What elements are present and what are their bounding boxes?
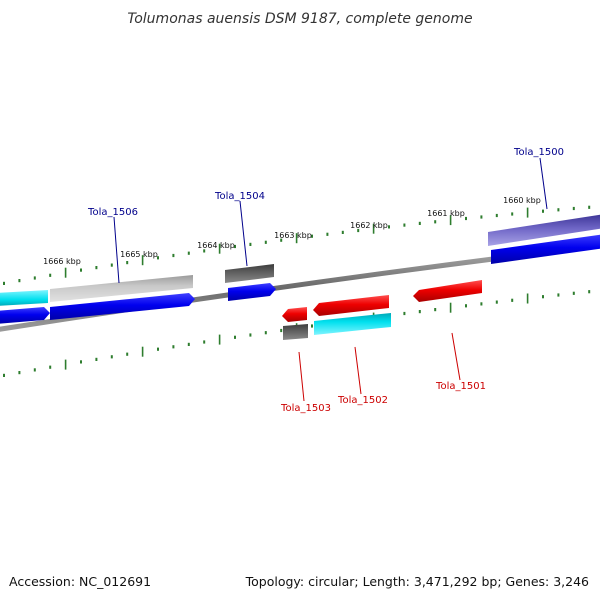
feature-tola-1503-gray[interactable]	[283, 324, 308, 340]
leader-tola-1501	[451, 332, 461, 381]
gene-label-tola-1506[interactable]: Tola_1506	[87, 207, 138, 218]
feature-tola-1503-red[interactable]	[282, 307, 307, 322]
leader-tola-1500	[539, 157, 548, 210]
feature-tola-1500-blue[interactable]	[491, 234, 600, 264]
scale-label-1660: 1660 kbp	[503, 196, 541, 205]
map-title: Tolumonas auensis DSM 9187, complete gen…	[127, 11, 472, 27]
scale-label-1662: 1662 kbp	[350, 221, 388, 230]
gene-label-tola-1504[interactable]: Tola_1504	[214, 191, 265, 202]
outer-tick-row	[3, 205, 591, 285]
scale-labels: 1666 kbp 1665 kbp 1664 kbp 1663 kbp 1662…	[43, 196, 541, 266]
leader-lines	[113, 157, 548, 402]
inner-tick-row	[3, 290, 591, 377]
reverse-features	[282, 280, 482, 340]
feature-tola-1506-blue[interactable]	[50, 293, 195, 320]
gene-labels: Tola_1506 Tola_1504 Tola_1500 Tola_1503 …	[87, 147, 564, 414]
scale-label-1664: 1664 kbp	[197, 241, 235, 250]
scale-label-1661: 1661 kbp	[427, 209, 465, 218]
feature-tola-1500-purple[interactable]	[488, 214, 600, 246]
feature-cyan-left[interactable]	[0, 290, 48, 306]
feature-tola-1506-gray[interactable]	[50, 275, 193, 302]
scale-label-1665: 1665 kbp	[120, 250, 158, 259]
gene-label-tola-1501[interactable]: Tola_1501	[435, 381, 486, 392]
leader-tola-1503	[298, 351, 305, 402]
forward-features	[0, 214, 600, 324]
feature-tola-1502-cyan[interactable]	[314, 313, 391, 335]
leader-tola-1506	[113, 216, 120, 284]
leader-tola-1504	[239, 200, 248, 267]
gene-label-tola-1500[interactable]: Tola_1500	[513, 147, 564, 158]
feature-blue-left[interactable]	[0, 307, 50, 324]
feature-tola-1504-gray[interactable]	[225, 264, 274, 283]
feature-tola-1502-red[interactable]	[313, 295, 389, 316]
feature-tola-1501-red[interactable]	[413, 280, 482, 302]
topology-text: Topology: circular; Length: 3,471,292 bp…	[245, 574, 589, 589]
gene-label-tola-1502[interactable]: Tola_1502	[337, 395, 388, 406]
leader-tola-1502	[354, 346, 362, 395]
gene-label-tola-1503[interactable]: Tola_1503	[280, 403, 331, 414]
scale-label-1663: 1663 kbp	[274, 231, 312, 240]
accession-text: Accession: NC_012691	[9, 574, 152, 589]
feature-tola-1504-blue[interactable]	[228, 283, 276, 301]
scale-label-1666: 1666 kbp	[43, 257, 81, 266]
